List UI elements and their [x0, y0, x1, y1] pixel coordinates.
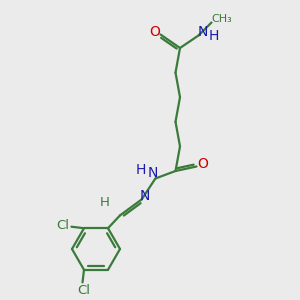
Text: N: N: [147, 166, 158, 180]
Text: H: H: [100, 196, 110, 209]
Text: O: O: [198, 157, 208, 170]
Text: O: O: [150, 25, 160, 38]
Text: Cl: Cl: [77, 284, 91, 297]
Text: N: N: [198, 25, 208, 39]
Text: H: H: [209, 29, 219, 43]
Text: CH₃: CH₃: [212, 14, 233, 24]
Text: N: N: [140, 190, 150, 203]
Text: Cl: Cl: [56, 219, 70, 232]
Text: H: H: [136, 163, 146, 177]
